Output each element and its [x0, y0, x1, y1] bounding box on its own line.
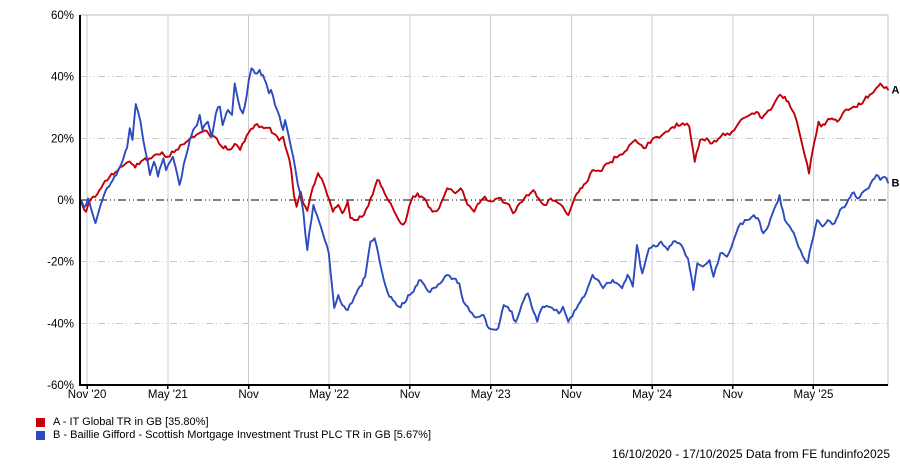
chart-canvas: 60%40%20%0%-20%-40%-60%Nov '20 May '21 Nov… — [47, 10, 900, 401]
legend-label-series-b: B - Baillie Gifford - Scottish Mortgage … — [53, 429, 432, 441]
y-tick-label: 0% — [57, 195, 74, 207]
y-tick-label: 40% — [51, 72, 74, 84]
legend-item-series-b: B - Baillie Gifford - Scottish Mortgage … — [36, 429, 431, 442]
series-b-line — [79, 67, 889, 331]
y-axis-labels: 60% 40% 20% 0% -20% -40% -60% — [47, 10, 74, 392]
y-tick-label: 60% — [51, 10, 74, 22]
series-a-end-label: A — [892, 85, 900, 97]
date-range-source-note: 16/10/2020 - 17/10/2025 Data from FE fun… — [611, 447, 890, 461]
x-tick-label: Nov — [561, 389, 582, 401]
series-b-end-label: B — [892, 178, 900, 190]
y-tick-label: 20% — [51, 133, 74, 145]
x-axis-labels: Nov '20 May '21 Nov May '22 Nov May '23 Nov May… — [68, 389, 834, 401]
series-a-line — [79, 82, 889, 226]
x-tick-label: May '25 — [794, 389, 834, 401]
x-tick-label: May '24 — [632, 389, 673, 401]
series-a-color-swatch — [36, 418, 45, 427]
x-tick-label: Nov — [238, 389, 259, 401]
legend-item-series-a: A - IT Global TR in GB [35.80%] — [36, 416, 431, 429]
x-tick-label: May '23 — [471, 389, 511, 401]
x-tick-label: May '21 — [148, 389, 188, 401]
series-b-color-swatch — [36, 431, 45, 440]
chart-legend: A - IT Global TR in GB [35.80%] B - Bail… — [36, 416, 431, 442]
y-tick-label: -40% — [47, 318, 74, 330]
y-tick-label: -60% — [47, 380, 74, 392]
axes — [79, 15, 888, 389]
y-tick-label: -20% — [47, 257, 74, 269]
x-tick-label: Nov — [723, 389, 744, 401]
x-tick-label: Nov '20 — [68, 389, 107, 401]
x-tick-label: Nov — [400, 389, 421, 401]
legend-label-series-a: A - IT Global TR in GB [35.80%] — [53, 416, 209, 428]
x-tick-label: May '22 — [309, 389, 349, 401]
